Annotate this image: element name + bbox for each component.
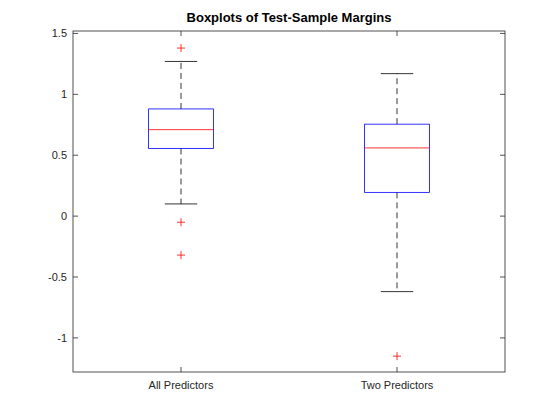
- box: [149, 109, 214, 149]
- y-tick-label: 1: [61, 88, 67, 100]
- y-tick-label: 0: [61, 210, 67, 222]
- upper-whisker: [397, 74, 398, 125]
- y-tick: [73, 33, 78, 34]
- lower-cap: [165, 203, 197, 204]
- y-tick: [73, 216, 78, 217]
- y-tick-right: [500, 277, 505, 278]
- y-tick: [73, 94, 78, 95]
- y-tick-right: [500, 33, 505, 34]
- y-tick: [73, 155, 78, 156]
- title: Boxplots of Test-Sample Margins: [187, 10, 392, 25]
- upper-whisker: [181, 61, 182, 108]
- median: [149, 129, 214, 130]
- y-tick: [73, 277, 78, 278]
- y-tick-right: [500, 94, 505, 95]
- y-tick-label: -1: [57, 332, 67, 344]
- y-tick-label: 1.5: [52, 27, 67, 39]
- y-tick-label: 0.5: [52, 149, 67, 161]
- background: [0, 0, 560, 420]
- y-tick: [73, 337, 78, 338]
- axes-frame: [73, 31, 505, 372]
- y-tick-right: [500, 337, 505, 338]
- x-tick: [181, 367, 182, 372]
- upper-cap: [381, 73, 413, 74]
- lower-whisker: [397, 192, 398, 291]
- outlier: [177, 44, 185, 52]
- plot-area: [149, 44, 430, 360]
- y-tick-label: -0.5: [48, 271, 67, 283]
- x-tick: [397, 367, 398, 372]
- y-tick-right: [500, 216, 505, 217]
- x-tick-top: [397, 31, 398, 36]
- chart: Boxplots of Test-Sample Margins -1 -0.5 0 0.…: [0, 0, 560, 420]
- lower-cap: [381, 291, 413, 292]
- box: [365, 124, 430, 192]
- y-tick-right: [500, 155, 505, 156]
- upper-cap: [165, 61, 197, 62]
- median: [365, 147, 430, 148]
- outlier: [177, 251, 185, 259]
- outlier: [177, 218, 185, 226]
- x-tick-label: Two Predictors: [361, 379, 434, 391]
- lower-whisker: [181, 149, 182, 204]
- outlier: [393, 352, 401, 360]
- x-tick-top: [181, 31, 182, 36]
- x-tick-label: All Predictors: [149, 379, 214, 391]
